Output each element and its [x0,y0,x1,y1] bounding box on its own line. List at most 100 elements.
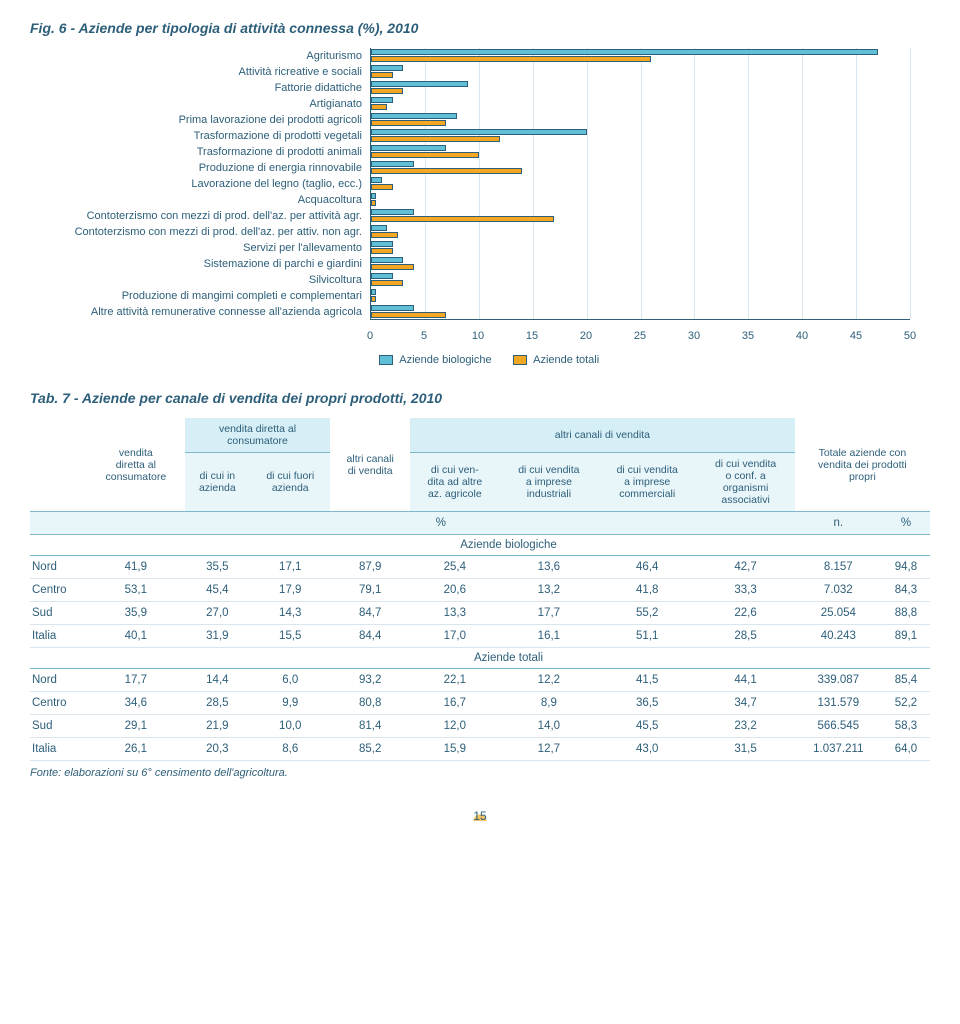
cell: 35,9 [87,602,185,625]
cell: 339.087 [795,669,882,692]
y-label: Prima lavorazione dei prodotti agricoli [30,112,362,128]
cell: 93,2 [330,669,410,692]
cell: 25,4 [410,556,500,579]
cell: 22,1 [410,669,500,692]
bar-tot [371,72,393,78]
x-tick: 15 [526,330,538,342]
chart-x-axis: 05101520253035404550 [370,328,910,346]
cell: 40,1 [87,625,185,648]
hdr-totale: Totale aziende con vendita dei prodotti … [795,418,930,512]
bar-bio [371,81,468,87]
cell: 43,0 [598,738,696,761]
page-number: 15 [30,809,930,823]
cell: 14,0 [500,715,598,738]
row-label: Sud [30,602,87,625]
hdr-altri-group: altri canali di vendita [410,418,795,453]
cell: 89,1 [882,625,930,648]
cell: 9,9 [250,692,330,715]
hdr-in-az: di cui in azienda [185,453,250,512]
bar-tot [371,248,393,254]
cell: 34,7 [696,692,794,715]
hdr-altri: altri canali di vendita [330,418,410,512]
bar-tot [371,88,403,94]
x-tick: 40 [796,330,808,342]
bar-tot [371,152,479,158]
cell: 21,9 [185,715,250,738]
y-label: Silvicoltura [30,272,362,288]
bar-tot [371,56,651,62]
cell: 29,1 [87,715,185,738]
bar-bio [371,49,878,55]
cell: 84,7 [330,602,410,625]
cell: 81,4 [330,715,410,738]
cell: 13,6 [500,556,598,579]
cell: 8.157 [795,556,882,579]
hdr-industriali: di cui vendita a imprese industriali [500,453,598,512]
cell: 12,7 [500,738,598,761]
bar-bio [371,289,376,295]
row-label: Centro [30,579,87,602]
bar-tot [371,120,446,126]
table-row: Italia40,131,915,584,417,016,151,128,540… [30,625,930,648]
cell: 87,9 [330,556,410,579]
cell: 6,0 [250,669,330,692]
cell: 53,1 [87,579,185,602]
cell: 31,9 [185,625,250,648]
section-label: Aziende biologiche [87,535,930,556]
bar-bio [371,305,414,311]
x-tick: 0 [367,330,373,342]
cell: 33,3 [696,579,794,602]
chart-plot-area [370,48,910,320]
cell: 58,3 [882,715,930,738]
bar-tot [371,136,500,142]
x-tick: 30 [688,330,700,342]
y-label: Produzione di mangimi completi e complem… [30,288,362,304]
bar-bio [371,97,393,103]
cell: 85,2 [330,738,410,761]
cell: 131.579 [795,692,882,715]
cell: 35,5 [185,556,250,579]
row-label: Centro [30,692,87,715]
cell: 10,0 [250,715,330,738]
x-tick: 35 [742,330,754,342]
y-label: Produzione di energia rinnovabile [30,160,362,176]
cell: 45,5 [598,715,696,738]
cell: 8,6 [250,738,330,761]
table-row: Nord41,935,517,187,925,413,646,442,78.15… [30,556,930,579]
y-label: Agriturismo [30,48,362,64]
y-label: Acquacoltura [30,192,362,208]
y-label: Contoterzismo con mezzi di prod. dell'az… [30,224,362,240]
cell: 13,2 [500,579,598,602]
cell: 12,2 [500,669,598,692]
y-label: Sistemazione di parchi e giardini [30,256,362,272]
y-label: Contoterzismo con mezzi di prod. dell'az… [30,208,362,224]
bar-tot [371,280,403,286]
cell: 14,3 [250,602,330,625]
table-row: Italia26,120,38,685,215,912,743,031,51.0… [30,738,930,761]
table-row: Centro53,145,417,979,120,613,241,833,37.… [30,579,930,602]
bar-bio [371,129,587,135]
bar-tot [371,104,387,110]
cell: 44,1 [696,669,794,692]
cell: 17,9 [250,579,330,602]
table-row: Sud35,927,014,384,713,317,755,222,625.05… [30,602,930,625]
x-tick: 50 [904,330,916,342]
bar-tot [371,216,554,222]
y-label: Attività ricreative e sociali [30,64,362,80]
cell: 27,0 [185,602,250,625]
cell: 40.243 [795,625,882,648]
cell: 28,5 [696,625,794,648]
hdr-organismi: di cui vendita o conf. a organismi assoc… [696,453,794,512]
hdr-vendita: vendita diretta al consumatore [87,418,185,512]
page-footer: 15 [30,799,930,823]
chart-y-labels: AgriturismoAttività ricreative e sociali… [30,48,370,320]
cell: 51,1 [598,625,696,648]
row-label: Nord [30,556,87,579]
hdr-vend-group: vendita diretta al consumatore [185,418,331,453]
cell: 17,7 [500,602,598,625]
cell: 12,0 [410,715,500,738]
cell: 55,2 [598,602,696,625]
hdr-ad-altre: di cui ven- dita ad altre az. agricole [410,453,500,512]
cell: 46,4 [598,556,696,579]
legend-label-tot: Aziende totali [533,354,599,366]
